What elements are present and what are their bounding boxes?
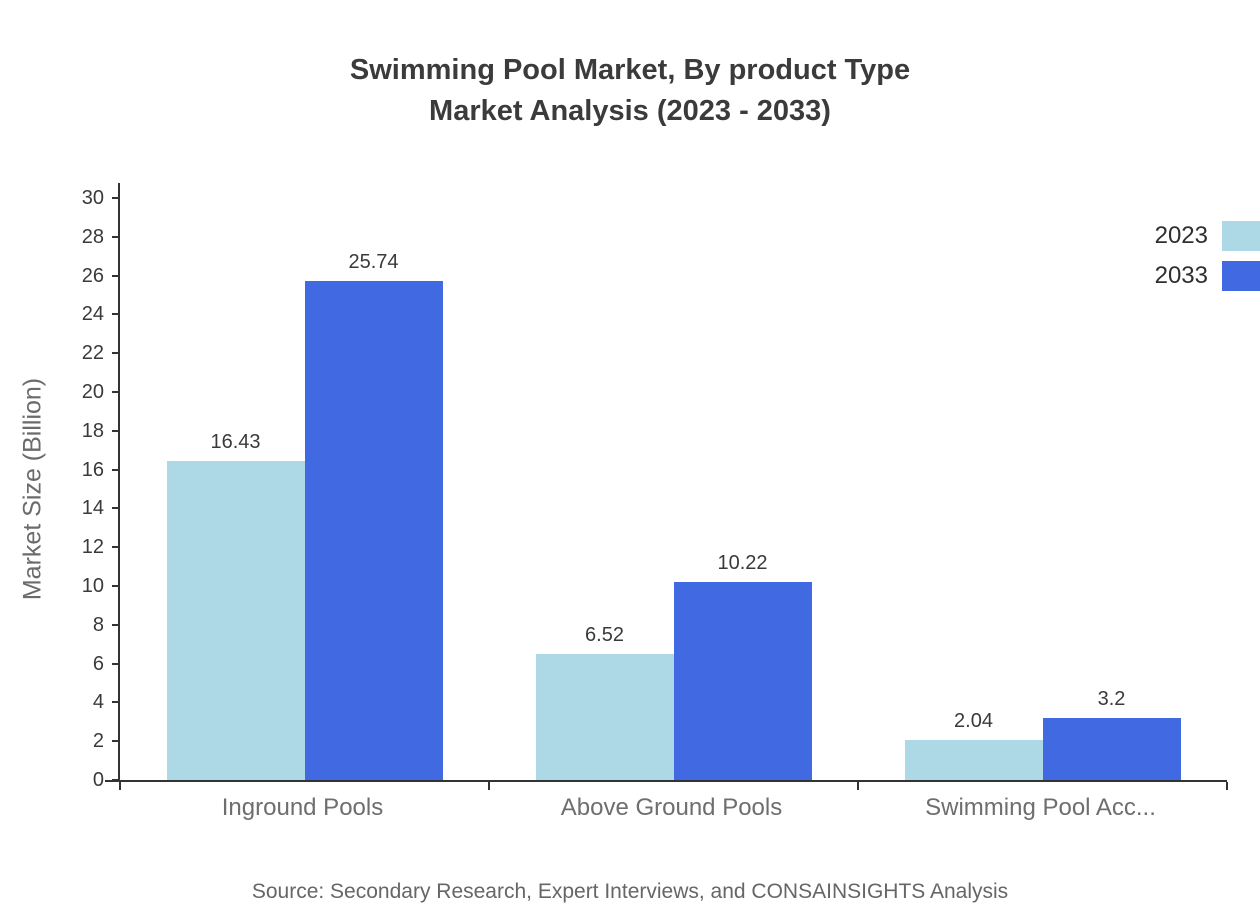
legend-label: 2033: [1154, 262, 1208, 289]
bar-2033-swimming-pool-acc: 3.2: [1042, 688, 1181, 780]
y-tick-mark: [112, 779, 120, 781]
bar-group-above-ground-pools: 6.52 10.22: [489, 198, 858, 780]
bar-value-label: 3.2: [1097, 687, 1126, 710]
y-tick-mark: [112, 313, 120, 316]
legend: 2023 2033: [1155, 221, 1260, 291]
x-axis-label-swimming-pool-acc: Swimming Pool Acc...: [925, 794, 1156, 821]
bar-2023-swimming-pool-acc: 2.04: [904, 710, 1043, 780]
bar-group-inground-pools: 16.43 25.74: [120, 198, 489, 780]
y-tick-label: 12: [81, 536, 104, 559]
y-tick-label: 16: [81, 458, 104, 481]
bar-value-label: 25.74: [348, 250, 399, 273]
y-tick-label: 20: [81, 381, 104, 403]
y-tick-mark: [112, 507, 120, 510]
x-tick-mark: [1226, 782, 1228, 790]
bar-group-swimming-pool-acc: 2.04 3.2: [858, 198, 1227, 780]
x-axis-line-cap: [105, 780, 118, 782]
y-tick-label: 6: [92, 652, 104, 675]
y-tick-label: 24: [81, 303, 104, 326]
y-tick-label: 2: [92, 730, 104, 753]
y-tick-mark: [112, 429, 120, 432]
bar-2033-above-ground-pools: 10.22: [673, 552, 812, 780]
bar-value-label: 10.22: [717, 551, 768, 574]
y-tick-mark: [112, 197, 120, 199]
chart-title: Swimming Pool Market, By product Type Ma…: [0, 50, 1260, 132]
bar-value-label: 2.04: [954, 710, 993, 733]
y-axis-line-cap: [118, 183, 120, 198]
legend-swatch: [1222, 221, 1260, 251]
y-tick-label: 8: [92, 613, 104, 636]
y-tick-label: 14: [81, 497, 104, 520]
legend-label: 2023: [1154, 222, 1208, 249]
y-tick-label: 4: [92, 691, 104, 714]
y-tick-label: 22: [81, 342, 104, 365]
y-tick-mark: [112, 662, 120, 665]
source-text: Source: Secondary Research, Expert Inter…: [251, 880, 1009, 903]
y-tick-label: 18: [81, 419, 104, 442]
chart-title-line1: Swimming Pool Market, By product Type: [349, 54, 911, 86]
y-tick-mark: [112, 468, 120, 471]
y-tick-mark: [112, 701, 120, 704]
x-axis-labels: Inground Pools Above Ground Pools Swimming…: [118, 794, 1225, 822]
x-tick-mark: [488, 782, 490, 790]
bar-2023-above-ground-pools: 6.52: [535, 624, 674, 780]
y-tick-mark: [112, 623, 120, 626]
y-tick-mark: [112, 740, 120, 743]
bar-2033-inground-pools: 25.74: [304, 251, 443, 780]
y-tick-mark: [112, 391, 120, 393]
y-tick-mark: [112, 585, 120, 587]
x-axis-label-above-ground-pools: Above Ground Pools: [560, 794, 783, 821]
bar-groups: 16.43 25.74 6.52 10.22 2.04 3.2: [120, 198, 1227, 780]
y-tick-mark: [112, 352, 120, 355]
bar-2023-inground-pools: 16.43: [166, 431, 305, 780]
legend-item-2033: 2033: [1155, 261, 1260, 291]
y-tick-mark: [112, 274, 120, 277]
y-tick-label: 28: [81, 225, 104, 248]
x-axis-label-inground-pools: Inground Pools: [221, 794, 384, 821]
bar-value-label: 6.52: [585, 623, 624, 646]
y-tick-label: 0: [92, 769, 104, 791]
x-tick-mark: [857, 782, 859, 790]
y-tick-mark: [112, 546, 120, 549]
y-tick-label: 30: [81, 187, 104, 209]
legend-item-2023: 2023: [1155, 221, 1260, 251]
y-tick-label: 26: [81, 264, 104, 287]
y-axis-title: Market Size (Billion): [18, 377, 47, 601]
x-tick-mark: [119, 782, 121, 790]
bar-value-label: 16.43: [210, 431, 261, 454]
chart-title-line2: Market Analysis (2023 - 2033): [429, 95, 831, 127]
y-tick-mark: [112, 235, 120, 238]
legend-swatch: [1222, 261, 1260, 291]
plot-area: 16.43 25.74 6.52 10.22 2.04 3.2 0 2 4 6 8 10 12 14 16…: [82, 183, 1228, 790]
y-tick-label: 10: [81, 575, 104, 597]
